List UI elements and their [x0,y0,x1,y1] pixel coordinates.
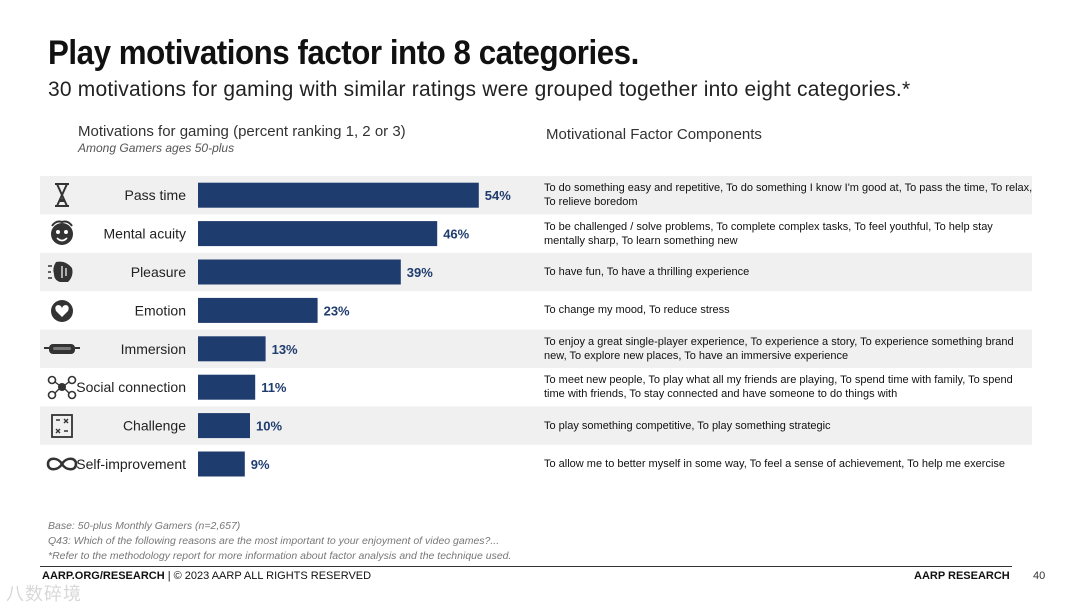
bar-chart: Pass time 54% Mental acuity 46% Pleasure 39% E… [40,176,1032,477]
infinity-icon [46,457,78,471]
vr-headset-icon [44,344,80,354]
heart-icon [51,300,73,322]
component-text: To meet new people, To play what all my … [544,374,1013,401]
bar-emotion [198,297,318,323]
chart-subtitle: Among Gamers ages 50-plus [78,141,235,155]
smiling-brain-face-icon [51,220,73,245]
footer-copyright: AARP.ORG/RESEARCH | © 2023 AARP ALL RIGH… [42,570,371,582]
footnote-base: Base: 50-plus Monthly Gamers (n=2,657) [48,520,241,532]
bar-social-connection [198,374,256,400]
chart-title: Motivations for gaming (percent ranking … [78,123,406,140]
component-text: To play something competitive, To play s… [544,419,831,432]
bar-pleasure [198,259,401,285]
value-label: 54% [485,188,511,203]
page-subtitle: 30 motivations for gaming with similar r… [48,78,911,101]
component-text: To enjoy a great single-player experienc… [544,335,1014,362]
bar-immersion [198,336,266,362]
value-label: 23% [324,303,350,318]
footnotes: Base: 50-plus Monthly Gamers (n=2,657) Q… [48,519,511,564]
component-text: To do something easy and repetitive, To … [544,182,1033,209]
category-label: Social connection [76,379,186,395]
footer-site-link[interactable]: AARP.ORG/RESEARCH [42,570,165,582]
footer-brand: AARP RESEARCH [914,570,1010,582]
bar-self-improvement [198,451,245,477]
value-label: 10% [256,419,282,434]
category-label: Challenge [123,418,186,434]
components-header: Motivational Factor Components [546,126,762,143]
component-text: To be challenged / solve problems, To co… [544,220,993,247]
category-label: Mental acuity [104,226,186,242]
category-label: Pleasure [131,264,186,280]
page-title: Play motivations factor into 8 categorie… [48,34,639,72]
category-label: Self-improvement [76,456,186,472]
value-label: 9% [251,457,270,472]
page-number: 40 [1033,570,1046,582]
component-text: To change my mood, To reduce stress [544,304,730,317]
bar-challenge [198,413,250,439]
value-label: 11% [261,380,287,395]
social-network-icon [47,375,77,400]
bar-pass-time [198,182,479,208]
brain-sparkle-icon [48,261,73,282]
footer-divider [40,566,1012,567]
value-label: 39% [407,265,433,280]
chart-header: Motivations for gaming (percent ranking … [78,123,406,155]
category-label: Pass time [125,187,187,203]
watermark: 八数碎境 [6,584,82,604]
component-text: To allow me to better myself in some way… [544,458,1006,470]
category-label: Emotion [135,302,186,318]
value-label: 13% [272,342,298,357]
component-text: To have fun, To have a thrilling experie… [544,266,750,278]
footer-rights: | © 2023 AARP ALL RIGHTS RESERVED [164,570,372,582]
bar-mental-acuity [198,221,438,247]
value-label: 46% [443,227,469,242]
puzzle-board-icon [51,414,73,438]
footnote-methodology: *Refer to the methodology report for mor… [48,550,512,562]
hourglass-icon [55,183,69,207]
footnote-question: Q43: Which of the following reasons are … [48,535,500,547]
category-label: Immersion [121,341,186,357]
